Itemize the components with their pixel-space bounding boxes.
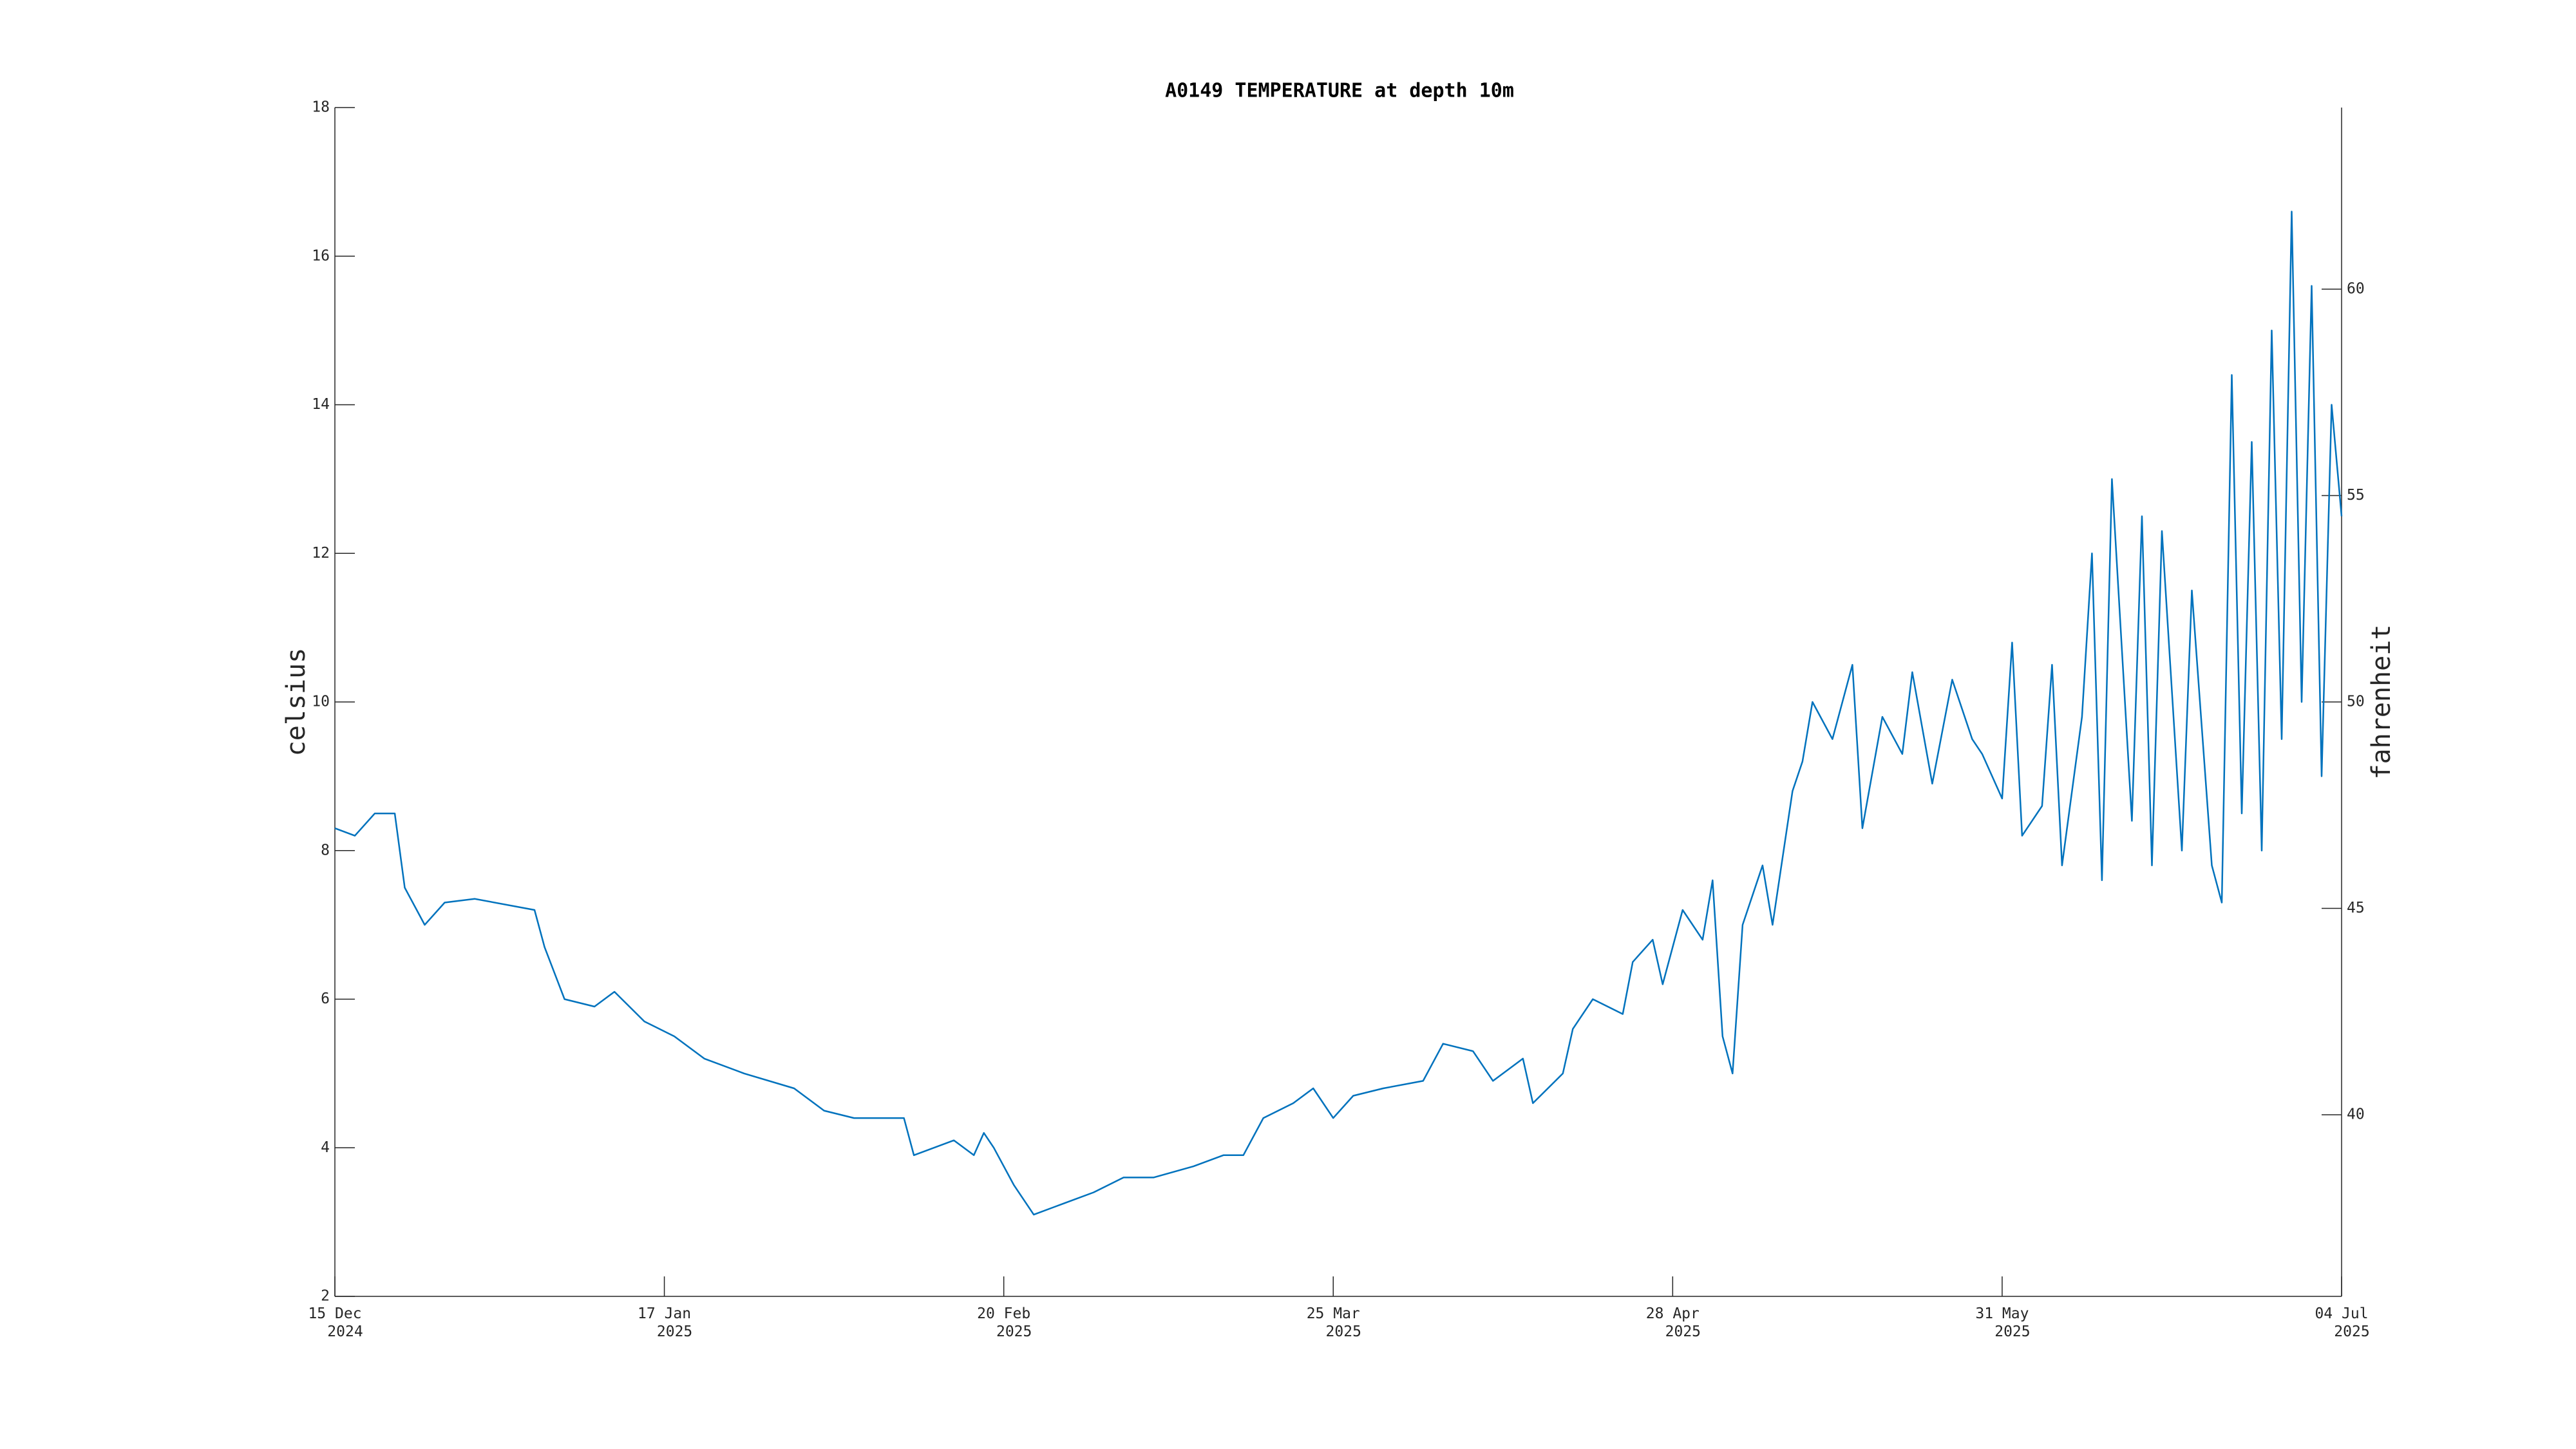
y-tick-label: 16 <box>312 247 330 264</box>
y-tick-label: 4 <box>321 1139 330 1156</box>
x-tick-label: 2025 <box>2334 1323 2369 1340</box>
y2-axis-label: fahrenheit <box>2367 625 2396 780</box>
y-tick-label: 10 <box>312 694 330 710</box>
y2-tick-label: 60 <box>2347 281 2365 298</box>
y-tick-label: 14 <box>312 396 330 413</box>
y-tick-label: 12 <box>312 545 330 562</box>
x-tick-label: 25 Mar <box>1307 1305 1360 1322</box>
y2-tick-label: 45 <box>2347 900 2365 916</box>
x-tick-label: 04 Jul <box>2315 1305 2368 1322</box>
y2-tick-label: 55 <box>2347 487 2365 504</box>
x-tick-label: 2025 <box>657 1323 692 1340</box>
x-tick-label: 31 May <box>1975 1305 2029 1322</box>
x-tick-label: 15 Dec <box>308 1305 361 1322</box>
x-tick-label: 20 Feb <box>977 1305 1030 1322</box>
y-tick-label: 8 <box>321 842 330 858</box>
y-tick-label: 18 <box>312 99 330 116</box>
y-tick-label: 2 <box>321 1288 330 1305</box>
x-tick-label: 2025 <box>1326 1323 1361 1340</box>
y2-tick-label: 50 <box>2347 694 2365 710</box>
x-tick-label: 2025 <box>996 1323 1032 1340</box>
x-tick-label: 2024 <box>327 1323 363 1340</box>
y-axis-label: celsius <box>281 648 311 757</box>
x-tick-label: 17 Jan <box>638 1305 691 1322</box>
chart-title: A0149 TEMPERATURE at depth 10m <box>1165 80 1514 102</box>
y-tick-label: 6 <box>321 990 330 1007</box>
x-tick-label: 2025 <box>1994 1323 2030 1340</box>
temperature-line <box>334 211 2343 1216</box>
y2-tick-label: 40 <box>2347 1106 2365 1122</box>
x-tick-label: 28 Apr <box>1646 1305 1700 1322</box>
x-tick-label: 2025 <box>1665 1323 1701 1340</box>
